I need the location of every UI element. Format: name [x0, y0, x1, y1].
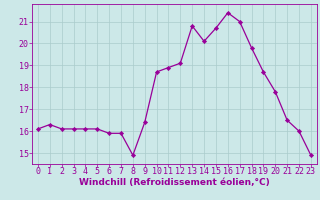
- X-axis label: Windchill (Refroidissement éolien,°C): Windchill (Refroidissement éolien,°C): [79, 178, 270, 187]
